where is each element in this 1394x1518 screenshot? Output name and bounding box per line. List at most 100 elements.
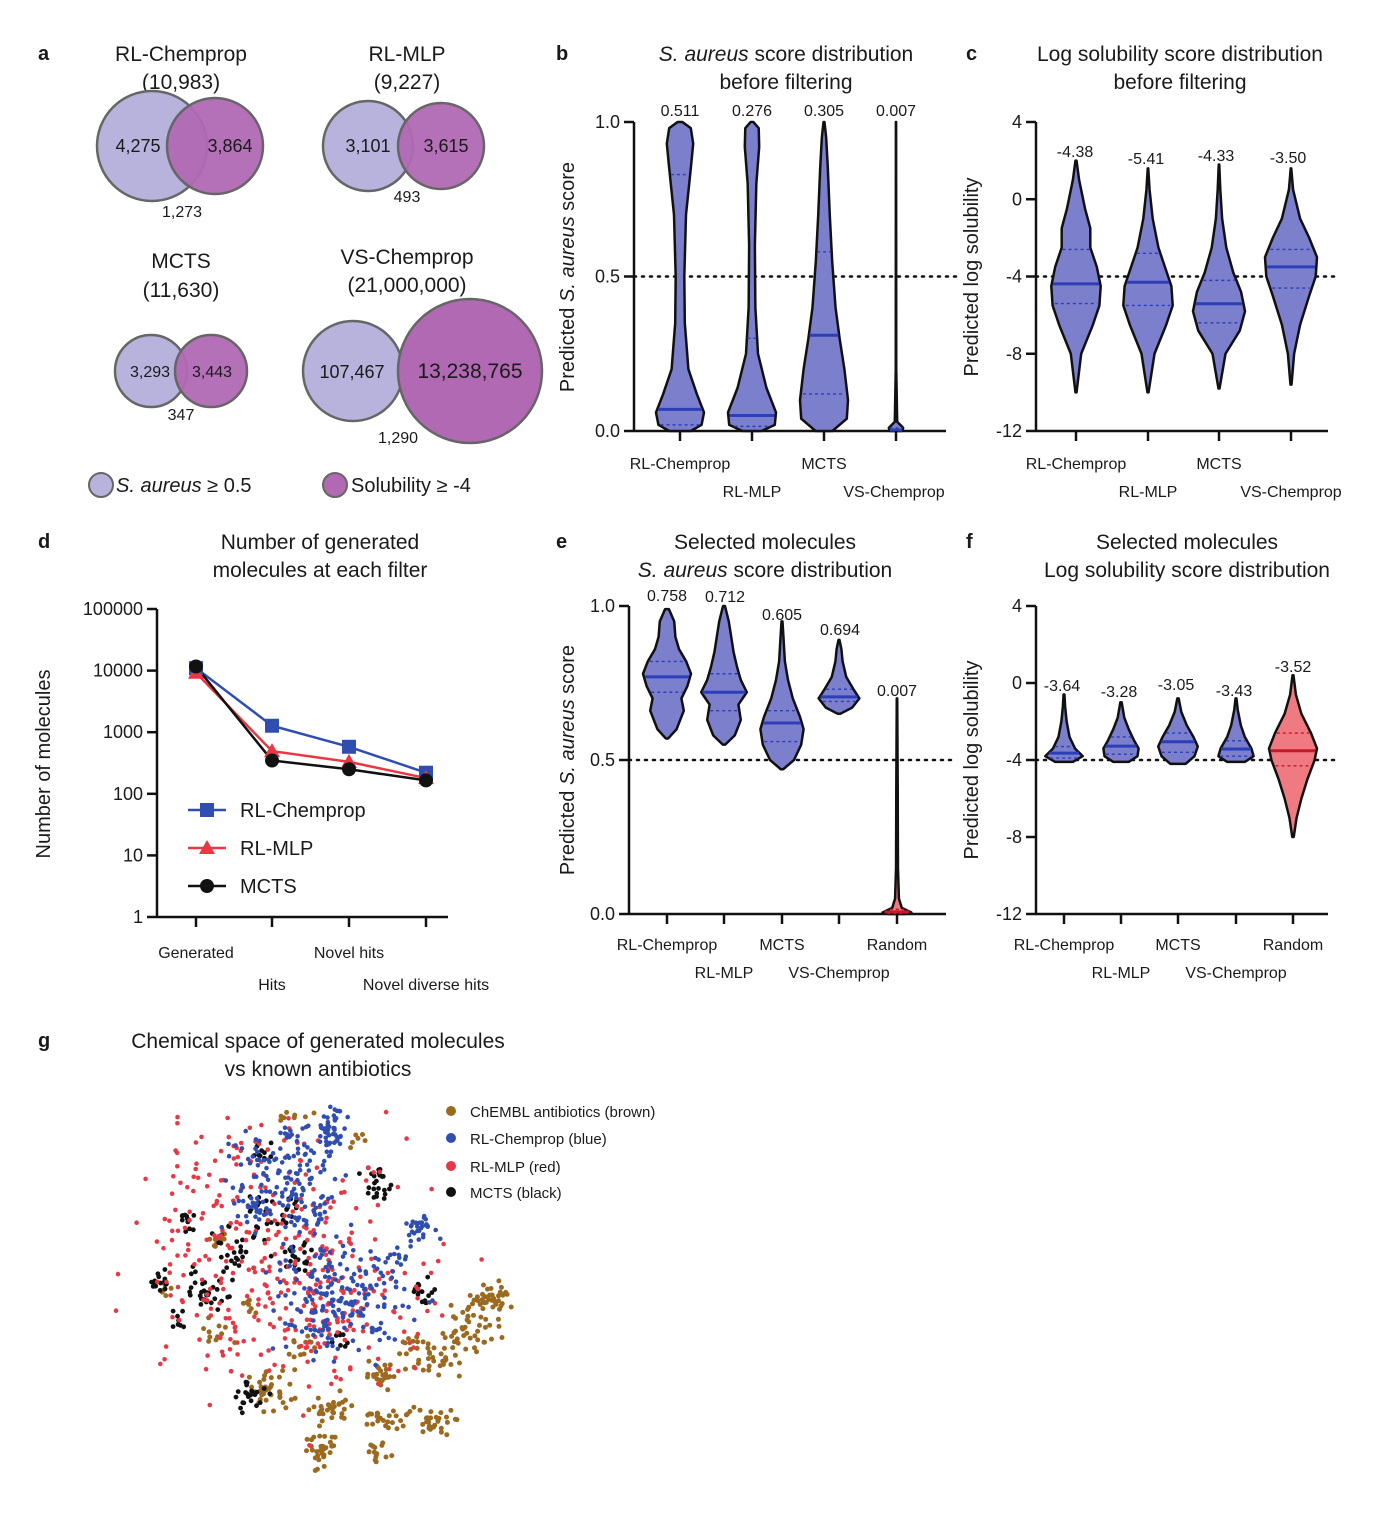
point-mcts bbox=[284, 1207, 289, 1212]
point-mlp bbox=[385, 1270, 391, 1276]
legend-marker-circle bbox=[200, 879, 214, 893]
chart-title-line2: vs known antibiotics bbox=[225, 1058, 412, 1081]
point-mcts bbox=[183, 1229, 189, 1234]
point-mcts bbox=[366, 1185, 372, 1191]
point-chembl bbox=[463, 1346, 469, 1352]
point-mlp bbox=[305, 1359, 310, 1365]
point-chembl bbox=[403, 1366, 408, 1372]
point-mlp bbox=[297, 1280, 302, 1286]
point-chemprop bbox=[322, 1209, 328, 1215]
point-chembl bbox=[316, 1457, 322, 1463]
panel-c: c Log solubility score distribution befo… bbox=[961, 43, 1342, 501]
point-chemprop bbox=[312, 1254, 318, 1259]
point-mlp bbox=[369, 1256, 374, 1262]
point-mlp bbox=[307, 1443, 312, 1448]
point-chemprop bbox=[337, 1141, 343, 1147]
point-mlp bbox=[217, 1301, 222, 1306]
point-mlp bbox=[183, 1253, 188, 1258]
point-mlp bbox=[228, 1221, 233, 1226]
point-mlp bbox=[265, 1227, 271, 1233]
point-mlp bbox=[191, 1188, 196, 1194]
point-mlp bbox=[308, 1262, 313, 1267]
point-mlp bbox=[301, 1303, 307, 1308]
point-chembl bbox=[426, 1363, 432, 1369]
y-axis-label: Predicted log solubility bbox=[961, 178, 983, 377]
point-mcts bbox=[382, 1191, 388, 1197]
point-mlp bbox=[178, 1180, 183, 1186]
point-mcts bbox=[221, 1269, 226, 1275]
venn-left-count: 4,275 bbox=[115, 136, 160, 156]
point-chemprop bbox=[402, 1286, 407, 1292]
point-chemprop bbox=[280, 1203, 286, 1208]
chart-title-line1: Selected molecules bbox=[1096, 531, 1278, 554]
point-mlp bbox=[298, 1246, 303, 1252]
point-chemprop bbox=[263, 1189, 269, 1194]
point-chembl bbox=[471, 1297, 477, 1303]
point-chembl bbox=[261, 1409, 267, 1415]
point-chemprop bbox=[373, 1362, 378, 1368]
point-mlp bbox=[313, 1282, 319, 1287]
point-chembl bbox=[288, 1397, 294, 1403]
point-chemprop bbox=[339, 1295, 344, 1301]
point-mlp bbox=[311, 1228, 317, 1233]
point-mcts bbox=[238, 1405, 244, 1411]
point-mlp bbox=[187, 1217, 192, 1223]
point-mlp bbox=[233, 1329, 238, 1334]
point-mlp bbox=[221, 1286, 226, 1292]
point-chemprop bbox=[232, 1201, 237, 1206]
point-chemprop bbox=[264, 1173, 269, 1179]
point-chembl bbox=[438, 1410, 444, 1416]
point-mlp bbox=[175, 1253, 180, 1258]
point-mlp bbox=[199, 1277, 205, 1283]
median-label: 0.276 bbox=[732, 103, 772, 120]
point-mlp bbox=[368, 1219, 373, 1224]
point-chemprop bbox=[280, 1194, 285, 1199]
point-mlp bbox=[415, 1286, 421, 1292]
median-label: -3.05 bbox=[1158, 677, 1195, 694]
point-chemprop bbox=[297, 1163, 303, 1168]
point-mcts bbox=[302, 1268, 308, 1273]
tsne-scatter bbox=[113, 1104, 514, 1473]
point-chembl bbox=[472, 1345, 477, 1351]
point-chemprop bbox=[239, 1146, 245, 1151]
point-chemprop bbox=[332, 1140, 337, 1145]
point-mlp bbox=[162, 1357, 167, 1362]
point-mcts bbox=[181, 1324, 187, 1330]
point-chemprop bbox=[419, 1220, 425, 1225]
point-mlp bbox=[307, 1322, 312, 1328]
median-label: -3.28 bbox=[1101, 684, 1138, 701]
point-mlp bbox=[396, 1368, 401, 1374]
point-mcts bbox=[301, 1242, 307, 1248]
point-chemprop bbox=[377, 1337, 383, 1343]
point-mlp bbox=[323, 1220, 328, 1225]
point-mcts bbox=[175, 1322, 181, 1327]
point-chemprop bbox=[233, 1143, 238, 1148]
point-chembl bbox=[292, 1112, 298, 1118]
point-chembl bbox=[268, 1375, 274, 1381]
point-chemprop bbox=[226, 1141, 231, 1147]
point-mlp bbox=[233, 1226, 239, 1231]
point-chemprop bbox=[388, 1252, 393, 1258]
point-chembl bbox=[362, 1138, 368, 1144]
chart-title-line2: S. aureus score distribution bbox=[638, 559, 892, 582]
point-chemprop bbox=[245, 1203, 251, 1208]
point-mlp bbox=[203, 1253, 208, 1259]
panel-letter-e: e bbox=[556, 531, 567, 553]
point-mcts bbox=[179, 1213, 185, 1219]
point-mcts bbox=[157, 1288, 163, 1293]
point-mcts bbox=[224, 1265, 230, 1271]
point-chemprop bbox=[238, 1188, 243, 1194]
point-chembl bbox=[477, 1302, 483, 1307]
point-chemprop bbox=[393, 1279, 399, 1284]
legend-marker-square bbox=[200, 803, 214, 817]
point-chemprop bbox=[283, 1344, 289, 1350]
point-mlp bbox=[335, 1330, 340, 1335]
point-mlp bbox=[350, 1253, 355, 1259]
point-chembl bbox=[485, 1286, 490, 1292]
point-chembl bbox=[464, 1330, 470, 1336]
point-chembl bbox=[317, 1409, 323, 1415]
point-chemprop bbox=[256, 1217, 262, 1222]
point-chemprop bbox=[352, 1299, 358, 1304]
point-chembl bbox=[370, 1421, 376, 1427]
category-label: Random bbox=[867, 937, 927, 954]
